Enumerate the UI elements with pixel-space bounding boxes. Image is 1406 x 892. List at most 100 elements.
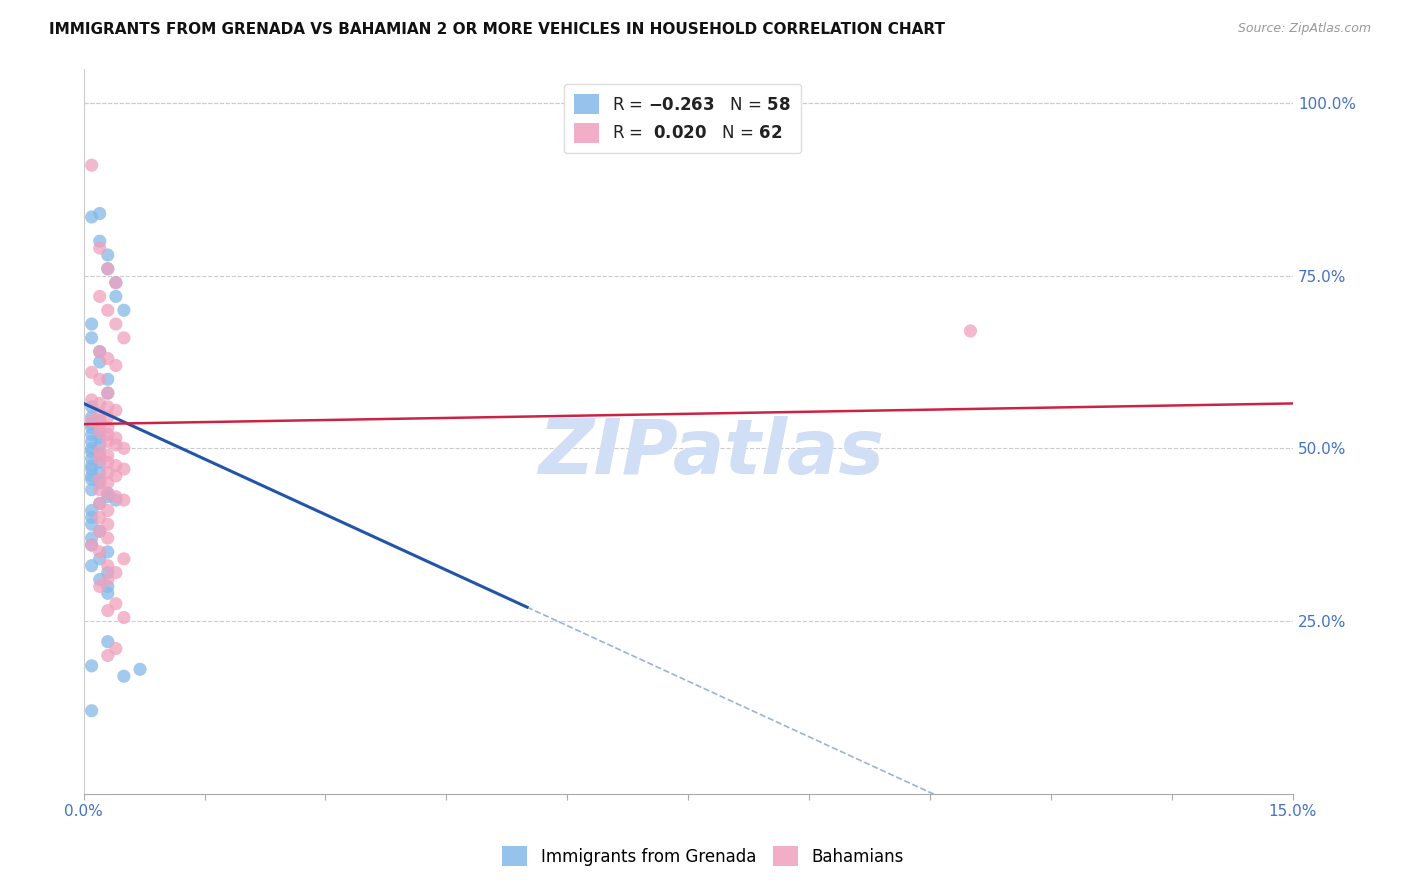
Point bbox=[80, 462, 103, 476]
Point bbox=[80, 510, 103, 524]
Point bbox=[80, 410, 103, 425]
Point bbox=[89, 497, 111, 511]
Point bbox=[89, 289, 111, 303]
Point bbox=[89, 344, 111, 359]
Point bbox=[112, 442, 135, 456]
Point bbox=[97, 586, 120, 600]
Point bbox=[104, 276, 127, 290]
Point bbox=[80, 472, 103, 486]
Point bbox=[89, 573, 111, 587]
Point bbox=[89, 355, 111, 369]
Point bbox=[112, 462, 135, 476]
Point bbox=[80, 458, 103, 473]
Point bbox=[80, 538, 103, 552]
Point bbox=[89, 475, 111, 490]
Point bbox=[112, 493, 135, 508]
Text: Source: ZipAtlas.com: Source: ZipAtlas.com bbox=[1237, 22, 1371, 36]
Point bbox=[89, 455, 111, 469]
Point bbox=[80, 414, 103, 428]
Point bbox=[97, 410, 120, 425]
Point bbox=[112, 669, 135, 683]
Point bbox=[80, 469, 103, 483]
Point bbox=[97, 400, 120, 414]
Point bbox=[104, 317, 127, 331]
Point bbox=[104, 566, 127, 580]
Point bbox=[80, 434, 103, 449]
Point bbox=[80, 517, 103, 532]
Point bbox=[89, 524, 111, 539]
Point bbox=[89, 438, 111, 452]
Point bbox=[80, 503, 103, 517]
Point bbox=[97, 486, 120, 500]
Point bbox=[89, 579, 111, 593]
Point bbox=[89, 466, 111, 480]
Point bbox=[104, 641, 127, 656]
Point bbox=[112, 551, 135, 566]
Point bbox=[80, 210, 103, 224]
Point bbox=[89, 497, 111, 511]
Point bbox=[104, 276, 127, 290]
Point bbox=[104, 289, 127, 303]
Point bbox=[97, 579, 120, 593]
Point bbox=[97, 372, 120, 386]
Point bbox=[97, 351, 120, 366]
Point bbox=[97, 573, 120, 587]
Point bbox=[80, 658, 103, 673]
Point bbox=[89, 451, 111, 466]
Point bbox=[80, 417, 103, 432]
Point bbox=[89, 407, 111, 421]
Point bbox=[112, 303, 135, 318]
Point bbox=[104, 359, 127, 373]
Point bbox=[89, 414, 111, 428]
Point bbox=[104, 493, 127, 508]
Point bbox=[97, 448, 120, 462]
Point bbox=[89, 510, 111, 524]
Legend: Immigrants from Grenada, Bahamians: Immigrants from Grenada, Bahamians bbox=[496, 839, 910, 873]
Point bbox=[97, 466, 120, 480]
Point bbox=[97, 558, 120, 573]
Point bbox=[97, 566, 120, 580]
Point bbox=[97, 503, 120, 517]
Point bbox=[89, 417, 111, 432]
Point bbox=[80, 538, 103, 552]
Point bbox=[97, 434, 120, 449]
Point bbox=[89, 206, 111, 220]
Point bbox=[80, 531, 103, 545]
Point bbox=[959, 324, 981, 338]
Point bbox=[104, 458, 127, 473]
Point bbox=[80, 420, 103, 434]
Point bbox=[97, 486, 120, 500]
Point bbox=[89, 344, 111, 359]
Point bbox=[89, 234, 111, 248]
Point bbox=[97, 420, 120, 434]
Point bbox=[80, 451, 103, 466]
Point bbox=[80, 444, 103, 458]
Point bbox=[97, 455, 120, 469]
Point bbox=[97, 648, 120, 663]
Point bbox=[80, 392, 103, 407]
Point bbox=[112, 610, 135, 624]
Point bbox=[80, 400, 103, 414]
Point bbox=[97, 261, 120, 276]
Point bbox=[97, 386, 120, 401]
Point bbox=[104, 403, 127, 417]
Point bbox=[97, 427, 120, 442]
Point bbox=[104, 597, 127, 611]
Legend: R = $\mathbf{-0.263}$   N = $\mathbf{58}$, R =  $\mathbf{0.020}$   N = $\mathbf{: R = $\mathbf{-0.263}$ N = $\mathbf{58}$,… bbox=[564, 84, 801, 153]
Point bbox=[89, 424, 111, 438]
Point bbox=[97, 490, 120, 504]
Point bbox=[97, 531, 120, 545]
Point bbox=[104, 469, 127, 483]
Point bbox=[89, 483, 111, 497]
Point bbox=[89, 372, 111, 386]
Point bbox=[89, 424, 111, 438]
Point bbox=[112, 331, 135, 345]
Point bbox=[89, 431, 111, 445]
Point bbox=[89, 551, 111, 566]
Point bbox=[89, 444, 111, 458]
Point bbox=[97, 386, 120, 401]
Point bbox=[80, 427, 103, 442]
Point bbox=[97, 475, 120, 490]
Point bbox=[89, 448, 111, 462]
Point bbox=[80, 442, 103, 456]
